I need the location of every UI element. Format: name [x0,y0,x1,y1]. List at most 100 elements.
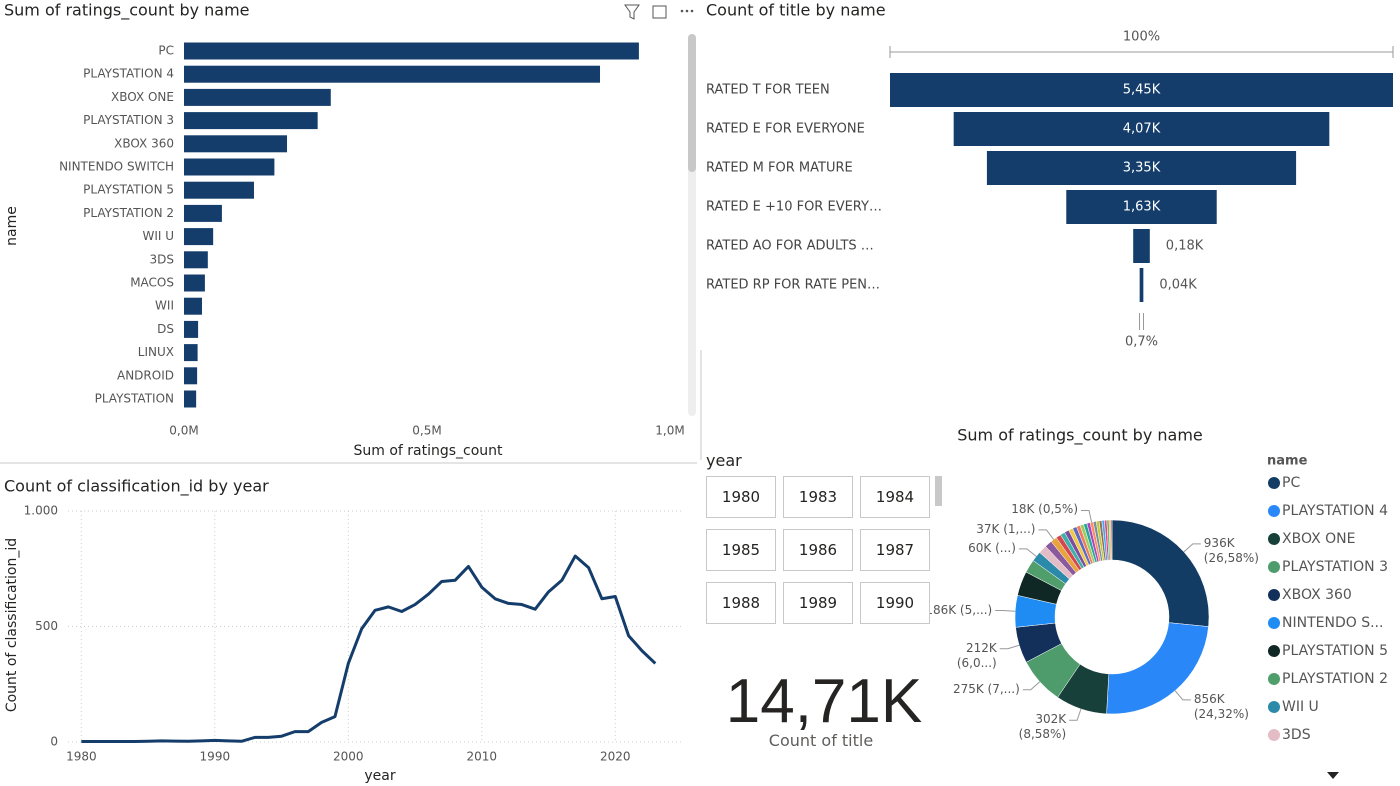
slicer-item[interactable]: 1985 [706,529,776,571]
legend-marker [1268,729,1280,741]
conversion-mark [1139,313,1144,330]
bar [184,65,601,83]
leader-line [1018,548,1037,557]
leader-line [1174,690,1191,701]
data-label: 186K (5,...) [925,602,993,617]
y-tick-label: PLAYSTATION 3 [83,113,174,127]
chart-title: Sum of ratings_count by name [4,1,250,21]
data-label: 4,07K [1123,122,1161,137]
category-label: RATED M FOR MATURE [706,161,853,176]
data-label: 18K (0,5%) [1011,502,1079,517]
legend-marker [1268,477,1280,489]
slicer-item[interactable]: 1983 [783,476,853,518]
category-label: RATED E FOR EVERYONE [706,122,865,137]
donut-slice [1106,622,1209,715]
y-axis-label: name [4,206,20,246]
data-label: 60K (...) [968,540,1016,555]
leader-line [999,644,1020,650]
legend-marker [1268,533,1280,545]
y-tick-label: PC [158,44,174,58]
y-tick-label: PLAYSTATION 5 [83,183,174,197]
scrollbar-thumb[interactable] [688,34,696,172]
data-label: 0,18K [1166,239,1204,254]
slicer-item[interactable]: 1986 [783,529,853,571]
legend-label: 3DS [1282,727,1311,743]
focus-icon[interactable] [652,5,667,19]
y-tick-label: 1.000 [24,504,58,518]
x-tick-label: 2000 [333,750,364,764]
x-tick-label: 1980 [66,750,97,764]
legend-label: PLAYSTATION 3 [1282,559,1388,575]
data-label: 5,45K [1123,83,1161,98]
y-tick-label: PLAYSTATION 2 [83,206,174,220]
slicer-item[interactable]: 1988 [706,582,776,624]
bar [184,390,197,408]
legend-label: PLAYSTATION 4 [1282,503,1388,519]
leader-line [1022,681,1041,691]
bar [184,158,275,176]
filter-icon[interactable] [624,4,640,20]
legend-marker [1268,617,1280,629]
y-tick-label: XBOX 360 [114,136,174,150]
data-label: 856K (24,32%) [1193,691,1249,721]
y-tick-label: WII [155,299,174,313]
legend-label: PLAYSTATION 2 [1282,671,1388,687]
card-value: 14,71K [725,667,923,736]
y-tick-label: DS [157,322,174,336]
legend-more-arrow[interactable] [1327,772,1339,779]
bar [184,367,198,385]
leader-line [1183,543,1201,553]
legend-marker [1268,673,1280,685]
slicer-item[interactable]: 1990 [860,582,930,624]
data-label: 212K (6,0...) [956,640,997,670]
slicer-item[interactable]: 1980 [706,476,776,518]
slicer-item[interactable]: 1987 [860,529,930,571]
x-tick-label: 1990 [200,750,231,764]
legend-marker [1268,505,1280,517]
bar [184,181,254,199]
legend-marker [1268,589,1280,601]
legend-title: name [1267,454,1308,469]
bar [184,204,222,222]
x-tick-label: 1,0M [655,424,684,438]
donut-slice [1110,519,1113,561]
leader-line [1081,509,1093,523]
data-label: 302K (8,58%) [1018,712,1067,742]
more-icon[interactable] [680,9,694,13]
chart-title: Count of title by name [706,1,886,20]
slicer-title: year [706,451,742,470]
x-tick-label: 0,0M [169,424,198,438]
leader-line [995,610,1016,612]
y-tick-label: MACOS [130,276,174,290]
funnel-bar [1133,229,1150,263]
data-label: 0,04K [1159,278,1197,293]
y-tick-label: 500 [35,619,58,633]
y-tick-label: 0 [50,735,58,749]
slicer-item[interactable]: 1984 [860,476,930,518]
legend-marker [1268,701,1280,713]
x-tick-label: 2020 [600,750,631,764]
legend-label: WII U [1282,699,1319,715]
bar [184,320,199,338]
category-label: RATED RP FOR RATE PEN… [706,278,880,293]
bar [184,251,208,269]
legend-label: PLAYSTATION 5 [1282,643,1388,659]
card-label: Count of title [768,731,874,750]
bar [184,297,202,315]
slicer-scrollbar[interactable] [935,476,942,506]
bracket [889,46,1394,58]
slicer-item[interactable]: 1989 [783,582,853,624]
top-label: 100% [1123,30,1160,45]
leader-line [1038,529,1055,540]
legend-marker [1268,645,1280,657]
data-label: 1,63K [1123,200,1161,215]
chart-title: Sum of ratings_count by name [957,426,1203,446]
funnel-bar [986,151,1297,185]
chart-title: Count of classification_id by year [4,477,269,497]
bar [184,88,331,106]
x-tick-label: 2010 [467,750,498,764]
y-tick-label: 3DS [150,252,175,266]
legend-label: XBOX ONE [1282,531,1355,547]
